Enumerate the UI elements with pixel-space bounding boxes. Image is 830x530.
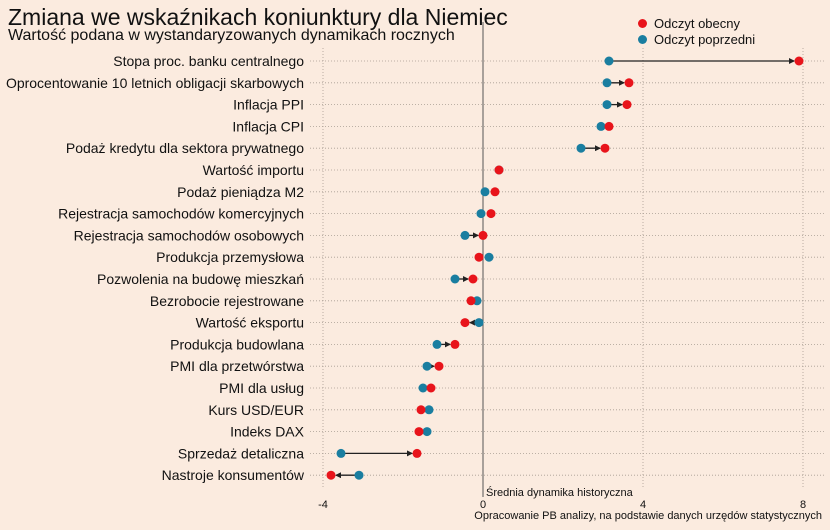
point-previous (422, 361, 432, 371)
legend: Odczyt obecny Odczyt poprzedni (638, 15, 755, 47)
category-label: PMI dla przetwórstwa (170, 358, 304, 374)
point-previous (474, 318, 484, 328)
category-label: Sprzedaż detaliczna (178, 445, 304, 461)
point-previous (596, 121, 606, 131)
point-previous (484, 252, 494, 262)
category-label: Indeks DAX (230, 424, 305, 440)
vertical-gridlines (322, 48, 804, 488)
point-previous (418, 383, 428, 393)
category-label: Stopa proc. banku centralnego (113, 53, 304, 69)
point-previous (576, 143, 586, 153)
category-label: Podaż kredytu dla sektora prywatnego (66, 140, 304, 156)
point-previous (604, 56, 614, 66)
point-previous (480, 187, 490, 197)
point-previous (602, 78, 612, 88)
point-current (426, 383, 436, 393)
point-current (794, 56, 804, 66)
point-current (326, 470, 336, 480)
category-labels: Stopa proc. banku centralnego Oprocentowa… (6, 53, 305, 483)
point-current (434, 361, 444, 371)
point-current (490, 187, 500, 197)
point-current (478, 230, 488, 240)
point-previous (460, 230, 470, 240)
x-tick-label: 4 (640, 499, 646, 511)
point-current (450, 339, 460, 349)
category-label: Produkcja budowlana (170, 336, 304, 352)
horizontal-gridlines (310, 60, 826, 476)
legend-dot-current-icon (638, 18, 647, 28)
point-previous (432, 339, 442, 349)
category-label: Podaż pieniądza M2 (177, 184, 304, 200)
point-current (468, 274, 478, 284)
point-current (474, 252, 484, 262)
legend-item-current: Odczyt obecny (638, 15, 755, 31)
legend-label-current: Odczyt obecny (654, 15, 740, 31)
point-current (624, 78, 634, 88)
category-label: Wartość importu (203, 162, 304, 178)
category-label: Pozwolenia na budowę mieszkań (97, 271, 304, 287)
point-current (600, 143, 610, 153)
category-label: Bezrobocie rejestrowane (150, 293, 304, 309)
x-tick-label: 8 (800, 499, 806, 511)
legend-item-previous: Odczyt poprzedni (638, 31, 755, 47)
point-current (412, 448, 422, 458)
category-label: Nastroje konsumentów (162, 467, 305, 483)
chart-subtitle: Wartość podana w wystandaryzowanych dyna… (8, 27, 455, 44)
point-current (604, 121, 614, 131)
legend-dot-previous-icon (638, 34, 647, 44)
chart-title: Zmiana we wskaźnikach koniunktury dla Ni… (8, 4, 508, 30)
category-label: Inflacja CPI (232, 118, 304, 134)
category-label: Oprocentowanie 10 letnich obligacji skar… (6, 75, 304, 91)
reference-line-label: Średnia dynamika historyczna (486, 486, 634, 499)
data-marks (326, 56, 804, 480)
point-current (414, 427, 424, 437)
point-current (494, 165, 504, 175)
category-label: Kurs USD/EUR (208, 402, 304, 418)
category-label: Rejestracja samochodów komercyjnych (58, 206, 304, 222)
point-previous (336, 448, 346, 458)
category-label: Produkcja przemysłowa (156, 249, 304, 265)
point-current (416, 405, 426, 415)
point-current (466, 296, 476, 306)
point-current (622, 100, 632, 110)
category-label: Inflacja PPI (233, 97, 304, 113)
legend-label-previous: Odczyt poprzedni (654, 31, 756, 47)
point-previous (424, 405, 434, 415)
point-previous (476, 209, 486, 219)
category-label: PMI dla usług (219, 380, 304, 396)
point-previous (422, 427, 432, 437)
point-previous (602, 100, 612, 110)
x-tick-label: -4 (318, 499, 328, 511)
point-previous (450, 274, 460, 284)
source-caption: Opracowanie PB analizy, na podstawie dan… (474, 510, 822, 522)
point-previous (354, 470, 364, 480)
x-tick-labels: -4 0 4 8 (318, 499, 806, 511)
category-label: Rejestracja samochodów osobowych (74, 227, 304, 243)
x-tick-label: 0 (480, 499, 486, 511)
point-current (460, 318, 470, 328)
category-label: Wartość eksportu (196, 315, 304, 331)
point-current (486, 209, 496, 219)
